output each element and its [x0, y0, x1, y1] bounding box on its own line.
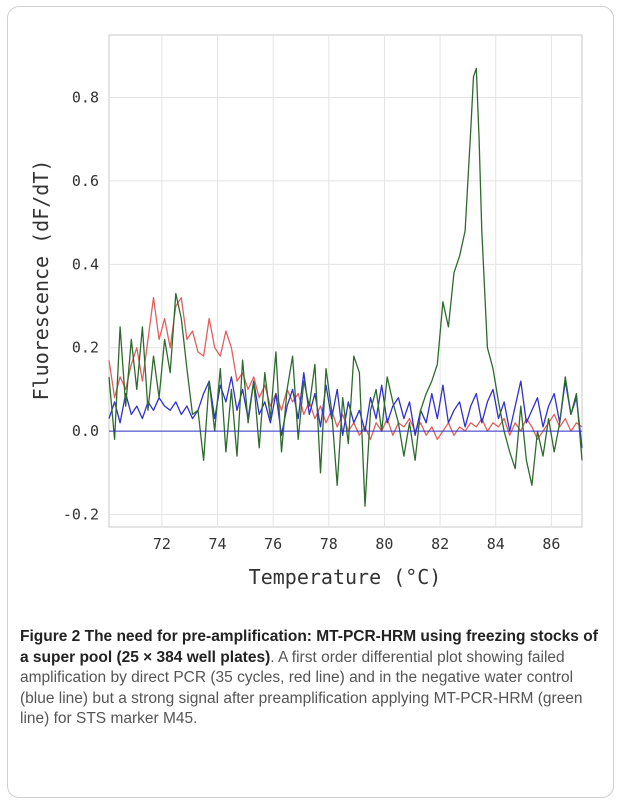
y-axis-label: Fluorescence (dF/dT) — [29, 160, 53, 401]
y-tick-label: 0.2 — [72, 339, 99, 357]
y-tick-label: 0.6 — [72, 172, 99, 190]
y-tick-label: 0.8 — [72, 89, 99, 107]
chart: 72 74 76 78 80 82 84 86 -0.2 0.0 0.2 0.4 0.6 0.8 Temp… — [29, 34, 583, 589]
series-line-3 — [108, 67, 583, 507]
y-tick-label: -0.2 — [63, 505, 99, 523]
x-axis-label: Temperature (°C) — [249, 565, 442, 589]
y-tick-label: 0.4 — [72, 255, 99, 273]
x-tick-label: 86 — [542, 535, 560, 553]
series-lines — [108, 67, 583, 507]
caption-text: . A first order differential plot showin… — [20, 648, 583, 728]
x-tick-label: 76 — [264, 535, 282, 553]
x-tick-label: 78 — [320, 535, 338, 553]
figure-caption: Figure 2 The need for pre-amplification:… — [20, 627, 605, 730]
x-tick-label: 82 — [431, 535, 449, 553]
y-tick-label: 0.0 — [72, 422, 99, 440]
tick-labels: 72 74 76 78 80 82 84 86 -0.2 0.0 0.2 0.4 0.6 0.8 — [63, 89, 561, 553]
x-tick-label: 74 — [208, 535, 226, 553]
caption-title: Figure 2 The need for pre-amplification:… — [20, 628, 598, 666]
plot-area — [108, 34, 583, 528]
x-tick-label: 72 — [153, 535, 171, 553]
x-tick-label: 84 — [487, 535, 505, 553]
x-tick-label: 80 — [375, 535, 393, 553]
